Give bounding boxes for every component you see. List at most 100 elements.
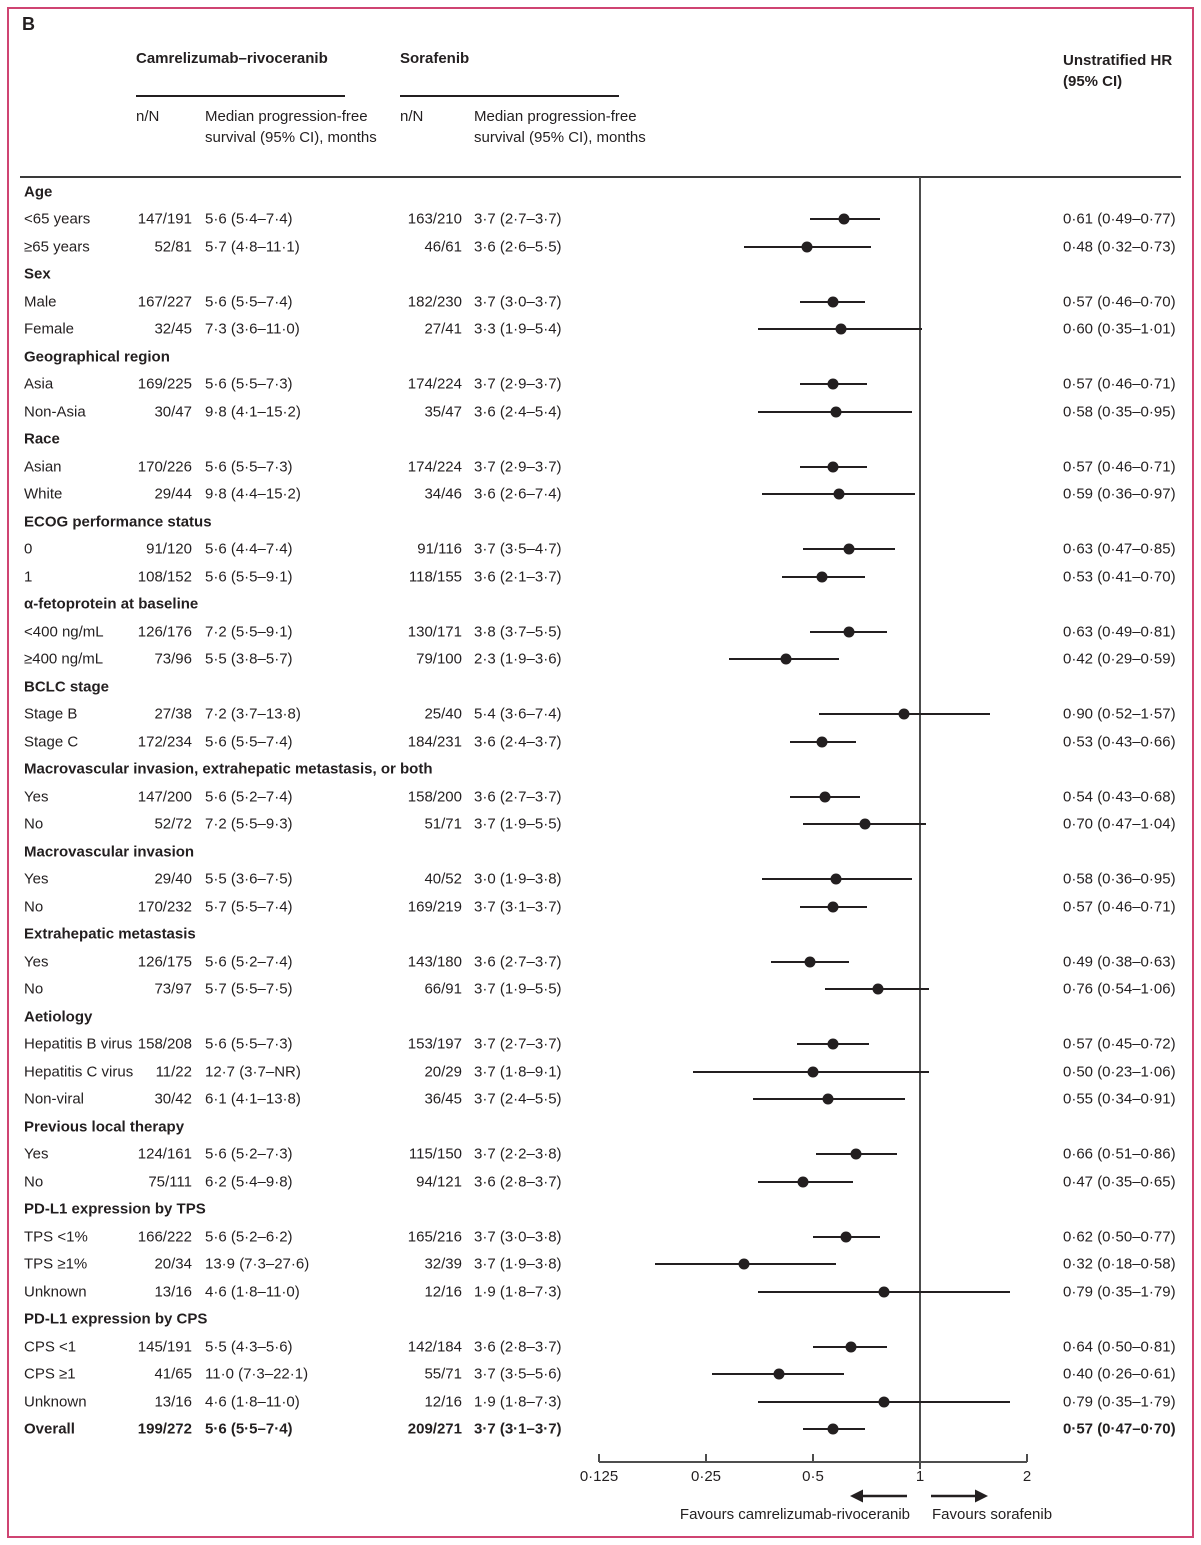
- sorafenib-n-over-N: 32/39: [424, 1255, 462, 1273]
- subgroup-row: Yes 126/175 5·6 (5·2–7·4) 143/180 3·6 (2·7–3…: [0, 948, 1201, 976]
- hr-point: [835, 323, 847, 335]
- hr-value: 0·64 (0·50–0·81): [1063, 1338, 1176, 1356]
- panel-label: B: [22, 14, 35, 34]
- hr-value: 0·70 (0·47–1·04): [1063, 815, 1176, 833]
- sorafenib-median-pfs: 3·7 (2·2–3·8): [474, 1145, 562, 1163]
- camrelizumab-n-over-N: 124/161: [137, 1145, 192, 1163]
- hr-point: [872, 983, 884, 995]
- hr-point: [822, 1093, 834, 1105]
- camrelizumab-n-over-N: 20/34: [154, 1255, 192, 1273]
- sorafenib-n-over-N: 40/52: [424, 870, 462, 888]
- camrelizumab-median-pfs: 6·1 (4·1–13·8): [205, 1090, 301, 1108]
- hr-point: [807, 1066, 819, 1078]
- sorafenib-median-pfs: 5·4 (3·6–7·4): [474, 705, 562, 723]
- camrelizumab-median-pfs: 5·6 (5·2–6·2): [205, 1228, 293, 1246]
- camrelizumab-median-pfs: 13·9 (7·3–27·6): [205, 1255, 310, 1273]
- hr-value: 0·90 (0·52–1·57): [1063, 705, 1176, 723]
- hr-value: 0·54 (0·43–0·68): [1063, 788, 1176, 806]
- hr-value: 0·79 (0·35–1·79): [1063, 1393, 1176, 1411]
- camrelizumab-median-pfs: 7·2 (3·7–13·8): [205, 705, 301, 723]
- subgroup-label: No: [24, 980, 44, 998]
- x-axis-tick-label: 2: [1022, 1468, 1032, 1485]
- sorafenib-median-pfs: 3·6 (2·6–5·5): [474, 238, 562, 256]
- sorafenib-median-pfs: 1·9 (1·8–7·3): [474, 1393, 562, 1411]
- favours-right-label: Favours sorafenib: [932, 1506, 1053, 1523]
- sorafenib-median-pfs: 3·7 (1·9–3·8): [474, 1255, 562, 1273]
- subgroup-label: BCLC stage: [24, 678, 110, 696]
- subgroup-label: Extrahepatic metastasis: [24, 925, 196, 943]
- hr-point: [850, 1148, 862, 1160]
- sorafenib-n-over-N: 165/216: [407, 1228, 462, 1246]
- subgroup-label: No: [24, 898, 44, 916]
- subgroup-label: Non-viral: [24, 1090, 85, 1108]
- sorafenib-median-pfs: 3·3 (1·9–5·4): [474, 320, 562, 338]
- sorafenib-median-pfs: 2·3 (1·9–3·6): [474, 650, 562, 668]
- hr-point: [773, 1368, 785, 1380]
- x-axis-tick-label: 1: [915, 1468, 925, 1485]
- subgroup-row: <400 ng/mL 126/176 7·2 (5·5–9·1) 130/171 3·8…: [0, 618, 1201, 646]
- subgroup-label: Asian: [24, 458, 62, 476]
- sorafenib-n-over-N: 51/71: [424, 815, 462, 833]
- subgroup-label: No: [24, 1173, 44, 1191]
- camrelizumab-median-pfs: 4·6 (1·8–11·0): [205, 1283, 300, 1301]
- sorafenib-median-pfs: 3·7 (3·5–5·6): [474, 1365, 562, 1383]
- hr-value: 0·76 (0·54–1·06): [1063, 980, 1176, 998]
- camrelizumab-median-pfs: 5·5 (4·3–5·6): [205, 1338, 293, 1356]
- camrelizumab-n-over-N: 75/111: [148, 1173, 192, 1191]
- subgroup-row: Stage C 172/234 5·6 (5·5–7·4) 184/231 3·6 (2…: [0, 728, 1201, 756]
- sorafenib-n-over-N: 12/16: [424, 1283, 462, 1301]
- sorafenib-n-over-N: 163/210: [407, 210, 462, 228]
- subgroup-row: No 52/72 7·2 (5·5–9·3) 51/71 3·7 (1·9–5·5) 0·…: [0, 811, 1201, 839]
- x-axis-tick: [598, 1454, 600, 1462]
- subgroup-label: ≥400 ng/mL: [24, 650, 104, 668]
- sorafenib-median-pfs: 3·6 (2·6–7·4): [474, 485, 562, 503]
- sorafenib-n-over-N: 25/40: [424, 705, 462, 723]
- sorafenib-n-over-N: 46/61: [424, 238, 462, 256]
- sorafenib-n-over-N: 35/47: [424, 403, 462, 421]
- sorafenib-n-over-N: 153/197: [407, 1035, 462, 1053]
- sorafenib-median-pfs: 3·7 (3·1–3·7): [474, 898, 562, 916]
- hr-point: [898, 708, 910, 720]
- subgroup-label: CPS ≥1: [24, 1365, 76, 1383]
- camrelizumab-median-pfs: 5·6 (5·5–7·3): [205, 1035, 293, 1053]
- overall-row: Overall 199/272 5·6 (5·5–7·4) 209/271 3·7 (3…: [0, 1416, 1201, 1444]
- section-row: Aetiology: [0, 1003, 1201, 1031]
- subgroup-label: CPS <1: [24, 1338, 77, 1356]
- sorafenib-nN-header: n/N: [400, 108, 424, 125]
- sorafenib-median-header: Median progression-free survival (95% CI…: [474, 108, 646, 146]
- hr-point: [878, 1286, 890, 1298]
- sorafenib-median-pfs: 3·7 (3·1–3·7): [474, 1420, 562, 1438]
- hr-point: [827, 296, 839, 308]
- sorafenib-n-over-N: 209/271: [407, 1420, 462, 1438]
- subgroup-row: Hepatitis B virus 158/208 5·6 (5·5–7·3) 153…: [0, 1031, 1201, 1059]
- subgroup-label: Macrovascular invasion, extrahepatic met…: [24, 760, 433, 778]
- subgroup-label: PD-L1 expression by CPS: [24, 1310, 208, 1328]
- subgroup-label: <400 ng/mL: [24, 623, 104, 641]
- x-axis-tick-label: 0·125: [579, 1468, 619, 1485]
- subgroup-row: CPS ≥1 41/65 11·0 (7·3–22·1) 55/71 3·7 (3·5–…: [0, 1361, 1201, 1389]
- hr-value: 0·63 (0·47–0·85): [1063, 540, 1176, 558]
- subgroup-row: TPS ≥1% 20/34 13·9 (7·3–27·6) 32/39 3·7 (1·9…: [0, 1251, 1201, 1279]
- hr-point: [797, 1176, 809, 1188]
- sorafenib-median-pfs: 3·7 (2·4–5·5): [474, 1090, 562, 1108]
- hr-value: 0·48 (0·32–0·73): [1063, 238, 1176, 256]
- hr-value: 0·50 (0·23–1·06): [1063, 1063, 1176, 1081]
- camrelizumab-n-over-N: 126/175: [137, 953, 192, 971]
- subgroup-label: Non-Asia: [24, 403, 86, 421]
- subgroup-label: PD-L1 expression by TPS: [24, 1200, 206, 1218]
- sorafenib-n-over-N: 118/155: [408, 568, 462, 586]
- sorafenib-median-pfs: 3·7 (2·9–3·7): [474, 375, 562, 393]
- hr-point: [830, 406, 842, 418]
- camrelizumab-median-pfs: 5·6 (5·4–7·4): [205, 210, 293, 228]
- camrelizumab-n-over-N: 158/208: [137, 1035, 192, 1053]
- sorafenib-median-pfs: 3·6 (2·1–3·7): [474, 568, 562, 586]
- subgroup-row: <65 years 147/191 5·6 (5·4–7·4) 163/210 3·7 …: [0, 206, 1201, 234]
- subgroup-row: ≥65 years 52/81 5·7 (4·8–11·1) 46/61 3·6 (2·…: [0, 233, 1201, 261]
- hr-value: 0·60 (0·35–1·01): [1063, 320, 1176, 338]
- sorafenib-median-pfs: 1·9 (1·8–7·3): [474, 1283, 562, 1301]
- camrelizumab-median-pfs: 4·6 (1·8–11·0): [205, 1393, 300, 1411]
- camrelizumab-n-over-N: 170/232: [137, 898, 192, 916]
- x-axis-tick: [1026, 1454, 1028, 1462]
- camrelizumab-n-over-N: 73/97: [154, 980, 192, 998]
- camrelizumab-n-over-N: 169/225: [137, 375, 192, 393]
